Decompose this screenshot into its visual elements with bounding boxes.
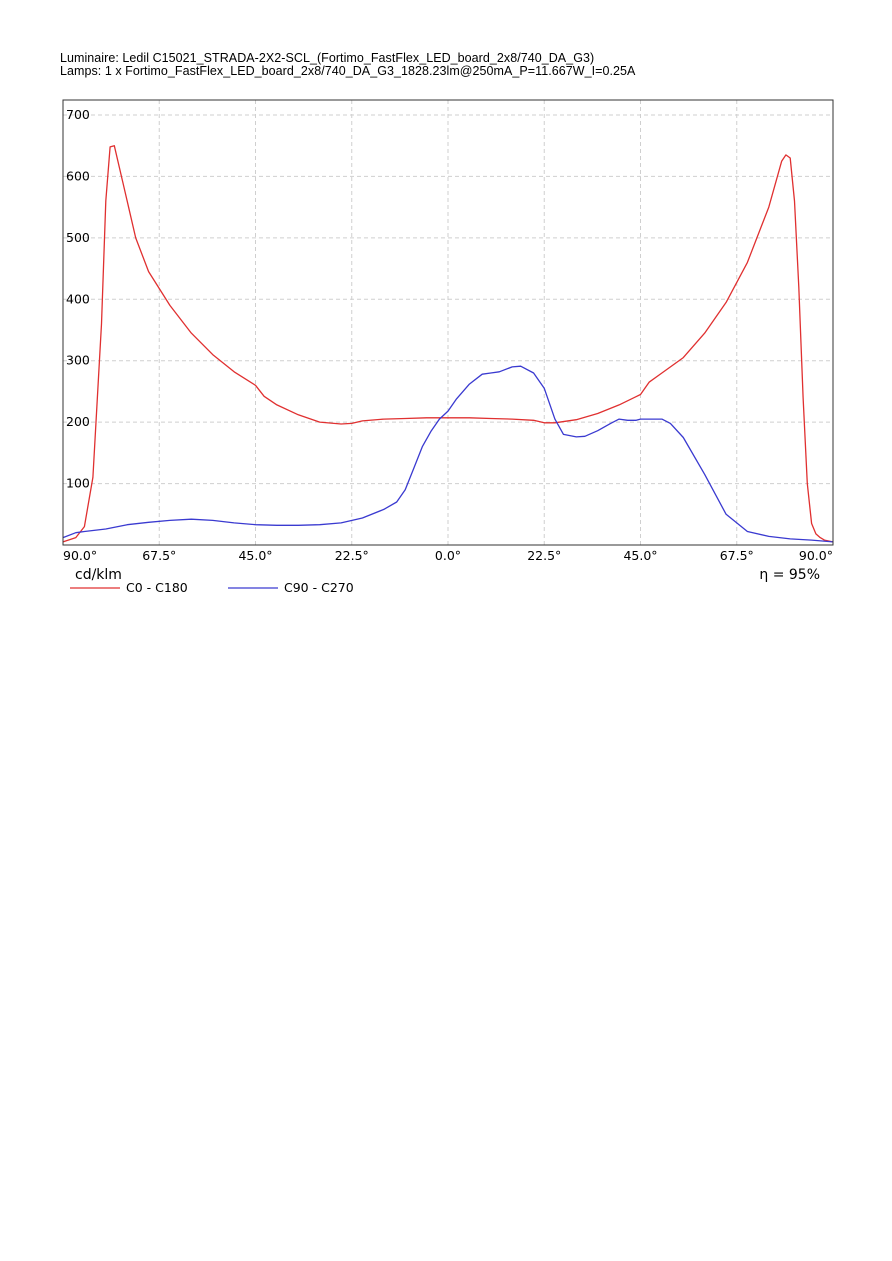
unit-label: cd/klm: [75, 567, 122, 583]
grid: [63, 100, 833, 545]
series-line-c90-c270: [62, 365, 834, 543]
x-tick-label: 0.0°: [435, 548, 461, 563]
legend: C0 - C180 C90 - C270: [70, 580, 354, 595]
efficiency-label: η = 95%: [759, 567, 820, 583]
x-tick-label: 90.0°: [799, 548, 833, 563]
x-tick-label: 67.5°: [142, 548, 176, 563]
plot-frame: [62, 99, 834, 546]
y-tick-label: 400: [66, 291, 90, 306]
series-line-c0-c180: [62, 145, 834, 543]
x-tick-label: 22.5°: [335, 548, 369, 563]
y-tick-label: 100: [66, 476, 90, 491]
y-tick-label: 700: [66, 107, 90, 122]
photometric-chart: 100 200 300 400 500 600 700 90.0° 67.5° 45.0° 22.…: [62, 99, 834, 595]
x-tick-label: 67.5°: [720, 548, 754, 563]
y-tick-label: 200: [66, 414, 90, 429]
y-tick-label: 500: [66, 230, 90, 245]
y-tick-labels: 100 200 300 400 500 600 700: [66, 107, 90, 491]
y-tick-label: 300: [66, 353, 90, 368]
legend-label: C0 - C180: [126, 580, 188, 595]
lamps-subtitle: Lamps: 1 x Fortimo_FastFlex_LED_board_2x…: [60, 64, 636, 78]
x-tick-label: 45.0°: [623, 548, 657, 563]
x-tick-label: 45.0°: [238, 548, 272, 563]
series-lines: [62, 145, 834, 543]
x-tick-labels: 90.0° 67.5° 45.0° 22.5° 0.0° 22.5° 45.0° 67.5° 9…: [63, 548, 833, 563]
legend-label: C90 - C270: [284, 580, 354, 595]
x-tick-label: 22.5°: [527, 548, 561, 563]
y-tick-label: 600: [66, 168, 90, 183]
luminaire-title: Luminaire: Ledil C15021_STRADA-2X2-SCL_(…: [60, 51, 595, 65]
x-tick-label: 90.0°: [63, 548, 97, 563]
